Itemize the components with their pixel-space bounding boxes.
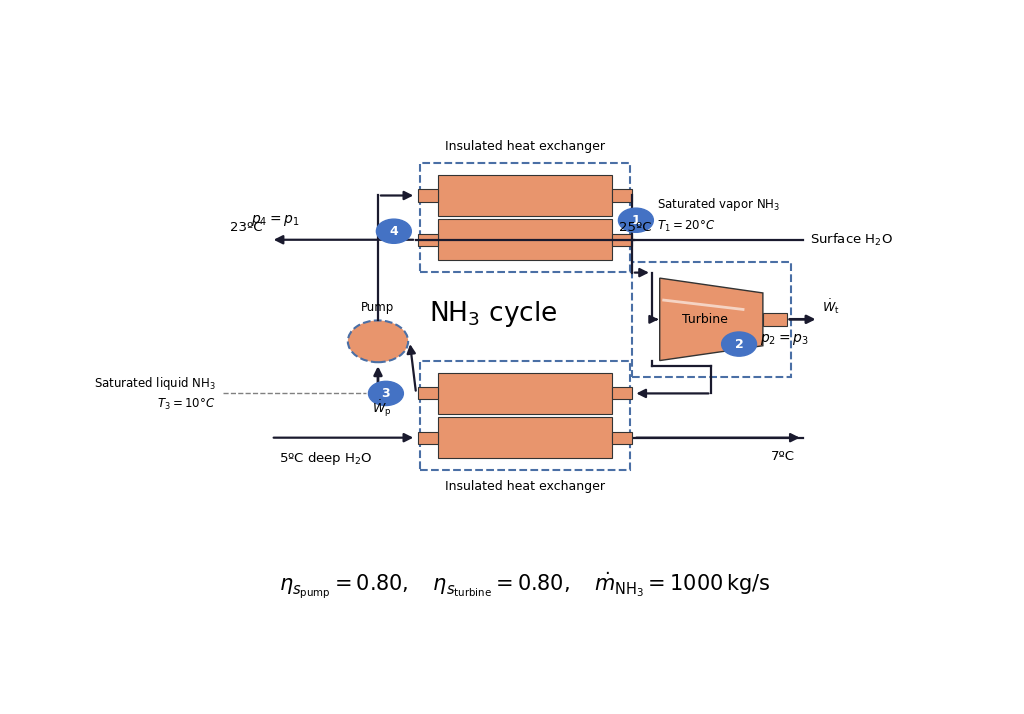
Bar (418, 189, 437, 201)
Bar (420, 361, 630, 471)
Text: 23ºC: 23ºC (230, 221, 263, 234)
Circle shape (722, 332, 757, 356)
Bar (612, 233, 632, 246)
Bar (437, 175, 612, 216)
Circle shape (369, 381, 403, 406)
Text: $\eta_{s_\mathrm{pump}} = 0.80, \quad \eta_{s_\mathrm{turbine}} = 0.80,\quad \do: $\eta_{s_\mathrm{pump}} = 0.80, \quad \e… (280, 570, 770, 601)
Bar (612, 388, 632, 399)
Bar (418, 432, 437, 443)
Text: 7ºC: 7ºC (771, 450, 795, 463)
Bar (612, 189, 632, 201)
Text: 4: 4 (389, 225, 398, 238)
Text: 25ºC: 25ºC (620, 221, 651, 234)
Text: Insulated heat exchanger: Insulated heat exchanger (444, 140, 605, 153)
Circle shape (618, 208, 653, 232)
Bar (418, 388, 437, 399)
Text: $p_2 = p_3$: $p_2 = p_3$ (761, 332, 809, 347)
Text: 5ºC deep H$_2$O: 5ºC deep H$_2$O (279, 450, 373, 467)
Text: NH$_3$ cycle: NH$_3$ cycle (429, 299, 557, 329)
Bar (437, 373, 612, 414)
Text: $\dot{W}_\mathrm{p}$: $\dot{W}_\mathrm{p}$ (372, 398, 392, 418)
Bar (437, 219, 612, 260)
Text: Pump: Pump (361, 301, 394, 314)
Polygon shape (659, 278, 763, 361)
Text: 1: 1 (632, 213, 640, 227)
Text: Saturated liquid NH$_3$
$T_3 = 10°C$: Saturated liquid NH$_3$ $T_3 = 10°C$ (94, 375, 215, 412)
Circle shape (348, 321, 409, 362)
Bar (420, 163, 630, 272)
Circle shape (377, 219, 412, 243)
Text: Insulated heat exchanger: Insulated heat exchanger (444, 480, 605, 493)
Text: 2: 2 (734, 338, 743, 351)
Text: 3: 3 (382, 387, 390, 400)
Bar (418, 233, 437, 246)
Text: Saturated vapor NH$_3$
$T_1 = 20°C$: Saturated vapor NH$_3$ $T_1 = 20°C$ (657, 196, 780, 233)
Text: Turbine: Turbine (682, 313, 728, 326)
Bar (612, 432, 632, 443)
Bar (632, 261, 791, 377)
Bar (763, 313, 786, 326)
Text: Surface H$_2$O: Surface H$_2$O (811, 232, 893, 248)
Text: $\dot{W}_\mathrm{t}$: $\dot{W}_\mathrm{t}$ (822, 298, 840, 316)
Bar (437, 417, 612, 458)
Text: $p_4 = p_1$: $p_4 = p_1$ (251, 213, 300, 228)
